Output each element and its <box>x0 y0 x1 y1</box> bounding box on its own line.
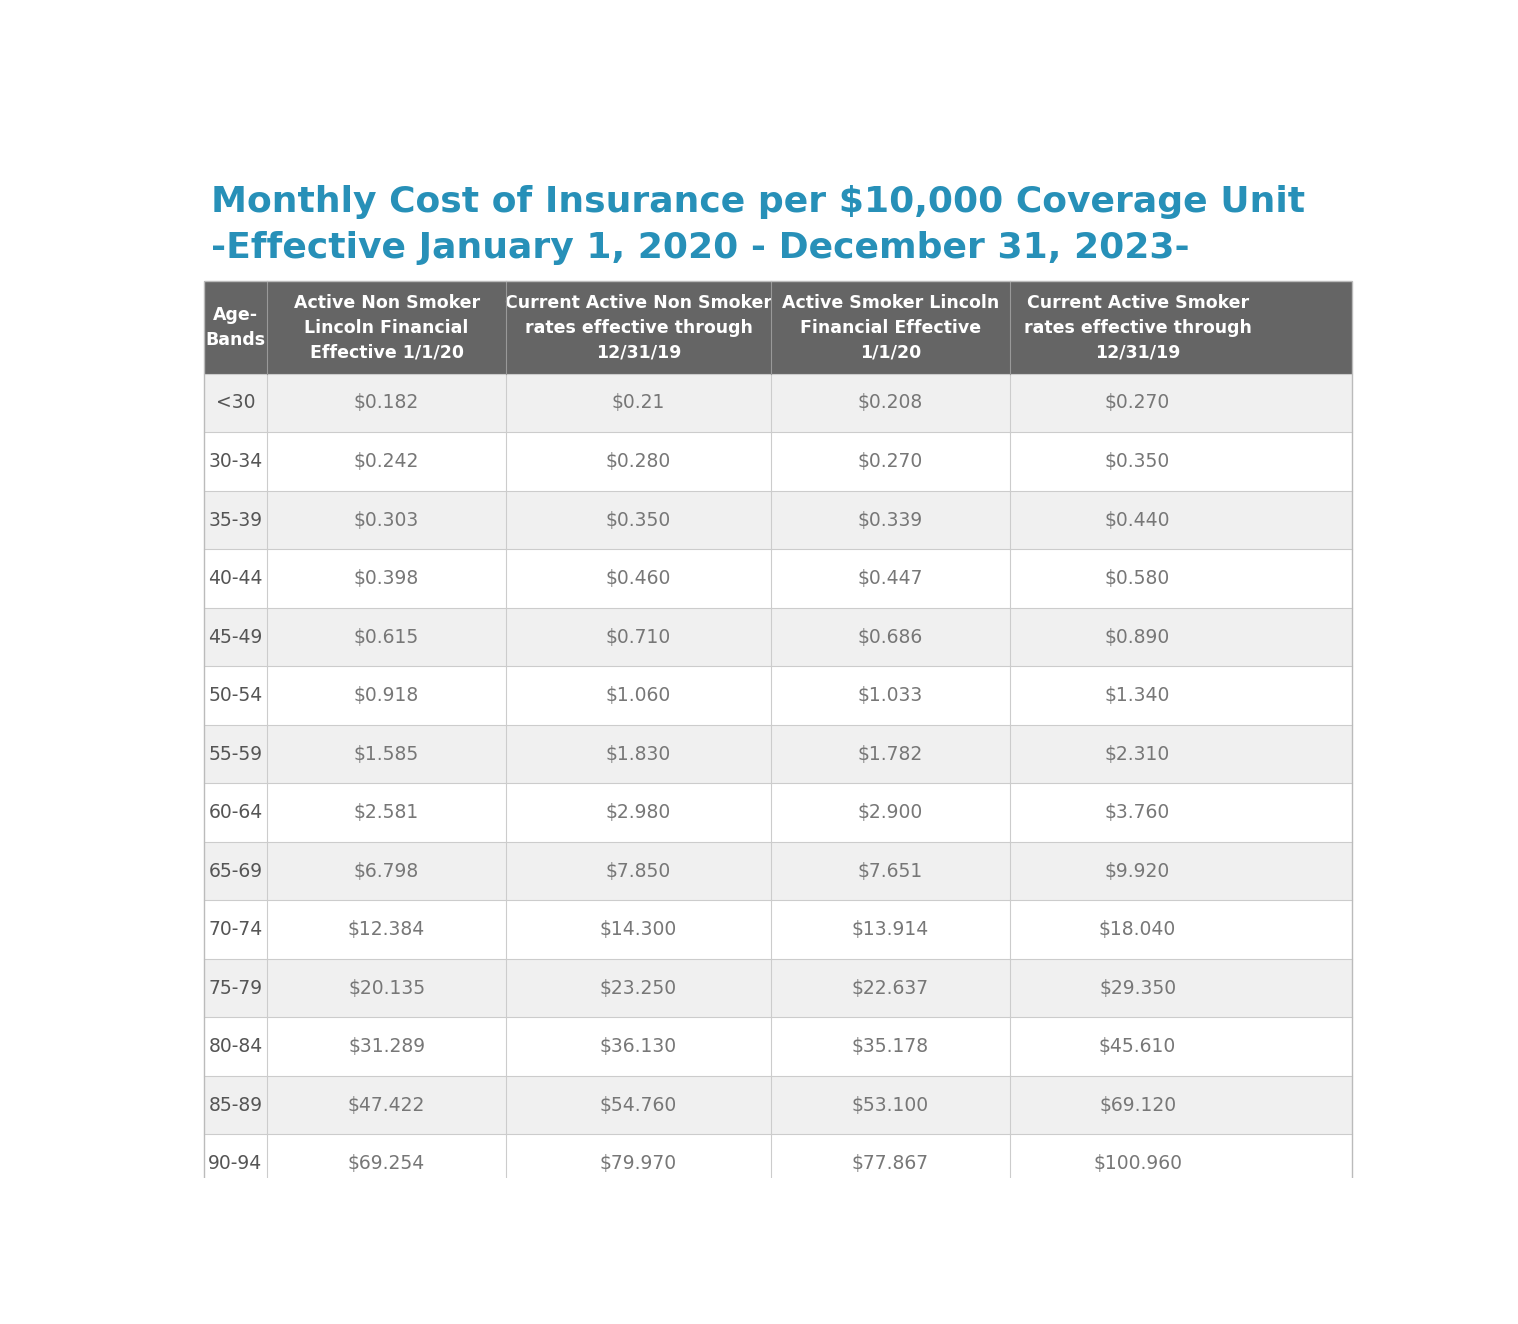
Text: 70-74: 70-74 <box>208 920 263 939</box>
Text: Current Active Smoker
rates effective through
12/31/19: Current Active Smoker rates effective th… <box>1023 294 1251 361</box>
Text: $2.900: $2.900 <box>858 804 923 822</box>
Bar <box>203 281 1353 1193</box>
Text: $3.760: $3.760 <box>1105 804 1170 822</box>
Text: $0.890: $0.890 <box>1105 628 1170 646</box>
Text: $1.830: $1.830 <box>606 744 671 764</box>
Text: 30-34: 30-34 <box>208 451 263 471</box>
Text: $0.303: $0.303 <box>354 511 419 530</box>
Text: $0.710: $0.710 <box>606 628 671 646</box>
Text: 85-89: 85-89 <box>208 1096 263 1115</box>
Text: 90-94: 90-94 <box>208 1155 263 1173</box>
Bar <box>203 549 1353 608</box>
Text: $1.782: $1.782 <box>858 744 923 764</box>
Text: 45-49: 45-49 <box>208 628 263 646</box>
Text: $12.384: $12.384 <box>348 920 425 939</box>
Text: $0.21: $0.21 <box>612 393 665 413</box>
Text: 65-69: 65-69 <box>208 862 263 880</box>
Text: $1.585: $1.585 <box>354 744 419 764</box>
Text: Current Active Non Smoker
rates effective through
12/31/19: Current Active Non Smoker rates effectiv… <box>505 294 773 361</box>
Bar <box>203 491 1353 549</box>
Text: $6.798: $6.798 <box>354 862 419 880</box>
Bar <box>203 842 1353 900</box>
Text: $0.182: $0.182 <box>354 393 419 413</box>
Text: $2.581: $2.581 <box>354 804 419 822</box>
Text: $0.350: $0.350 <box>606 511 671 530</box>
Bar <box>203 432 1353 491</box>
Text: -Effective January 1, 2020 - December 31, 2023-: -Effective January 1, 2020 - December 31… <box>211 232 1190 265</box>
Bar <box>203 608 1353 666</box>
Text: $13.914: $13.914 <box>852 920 929 939</box>
Text: $14.300: $14.300 <box>600 920 677 939</box>
Text: 55-59: 55-59 <box>208 744 263 764</box>
Bar <box>203 724 1353 784</box>
Text: $0.686: $0.686 <box>858 628 923 646</box>
Text: Active Smoker Lincoln
Financial Effective
1/1/20: Active Smoker Lincoln Financial Effectiv… <box>782 294 999 361</box>
Text: $9.920: $9.920 <box>1105 862 1170 880</box>
Text: $2.980: $2.980 <box>606 804 671 822</box>
Text: Monthly Cost of Insurance per $10,000 Coverage Unit: Monthly Cost of Insurance per $10,000 Co… <box>211 185 1305 218</box>
Text: 60-64: 60-64 <box>208 804 263 822</box>
Text: $0.208: $0.208 <box>858 393 923 413</box>
Text: $0.270: $0.270 <box>1105 393 1170 413</box>
Text: $0.270: $0.270 <box>858 451 923 471</box>
Bar <box>203 666 1353 724</box>
Bar <box>203 900 1353 959</box>
Text: $22.637: $22.637 <box>852 978 929 998</box>
Text: $7.651: $7.651 <box>858 862 923 880</box>
Text: $1.340: $1.340 <box>1105 686 1170 706</box>
Text: $18.040: $18.040 <box>1099 920 1176 939</box>
Text: $31.289: $31.289 <box>348 1037 425 1057</box>
Text: $0.398: $0.398 <box>354 569 419 588</box>
Text: $0.580: $0.580 <box>1105 569 1170 588</box>
Bar <box>203 784 1353 842</box>
Text: $0.615: $0.615 <box>354 628 419 646</box>
Text: $0.460: $0.460 <box>606 569 671 588</box>
Text: $0.918: $0.918 <box>354 686 419 706</box>
Text: $0.350: $0.350 <box>1105 451 1170 471</box>
Text: $77.867: $77.867 <box>852 1155 929 1173</box>
Text: $0.339: $0.339 <box>858 511 923 530</box>
Text: $36.130: $36.130 <box>600 1037 677 1057</box>
Bar <box>203 1135 1353 1193</box>
Text: $2.310: $2.310 <box>1105 744 1170 764</box>
Text: 35-39: 35-39 <box>208 511 263 530</box>
Text: $54.760: $54.760 <box>600 1096 677 1115</box>
Text: $29.350: $29.350 <box>1099 978 1176 998</box>
Text: 80-84: 80-84 <box>208 1037 263 1057</box>
Text: 75-79: 75-79 <box>208 978 263 998</box>
Text: Age-
Bands: Age- Bands <box>205 306 266 350</box>
Bar <box>203 1076 1353 1135</box>
Text: $79.970: $79.970 <box>600 1155 677 1173</box>
Bar <box>203 959 1353 1017</box>
Text: $35.178: $35.178 <box>852 1037 929 1057</box>
Text: $69.254: $69.254 <box>348 1155 425 1173</box>
Text: Active Non Smoker
Lincoln Financial
Effective 1/1/20: Active Non Smoker Lincoln Financial Effe… <box>293 294 480 361</box>
Text: $69.120: $69.120 <box>1099 1096 1176 1115</box>
Text: 40-44: 40-44 <box>208 569 263 588</box>
Bar <box>203 373 1353 432</box>
Text: $53.100: $53.100 <box>852 1096 929 1115</box>
Text: $47.422: $47.422 <box>348 1096 425 1115</box>
Bar <box>203 1017 1353 1076</box>
Text: $0.447: $0.447 <box>858 569 923 588</box>
Text: $45.610: $45.610 <box>1099 1037 1176 1057</box>
Text: $0.242: $0.242 <box>354 451 419 471</box>
Text: $7.850: $7.850 <box>606 862 671 880</box>
Text: <30: <30 <box>216 393 255 413</box>
Text: $0.280: $0.280 <box>606 451 671 471</box>
Bar <box>203 281 1353 373</box>
Text: $100.960: $100.960 <box>1093 1155 1183 1173</box>
Text: $0.440: $0.440 <box>1105 511 1170 530</box>
Text: $20.135: $20.135 <box>348 978 425 998</box>
Text: $1.033: $1.033 <box>858 686 923 706</box>
Text: 50-54: 50-54 <box>208 686 263 706</box>
Text: $1.060: $1.060 <box>606 686 671 706</box>
Text: $23.250: $23.250 <box>600 978 677 998</box>
